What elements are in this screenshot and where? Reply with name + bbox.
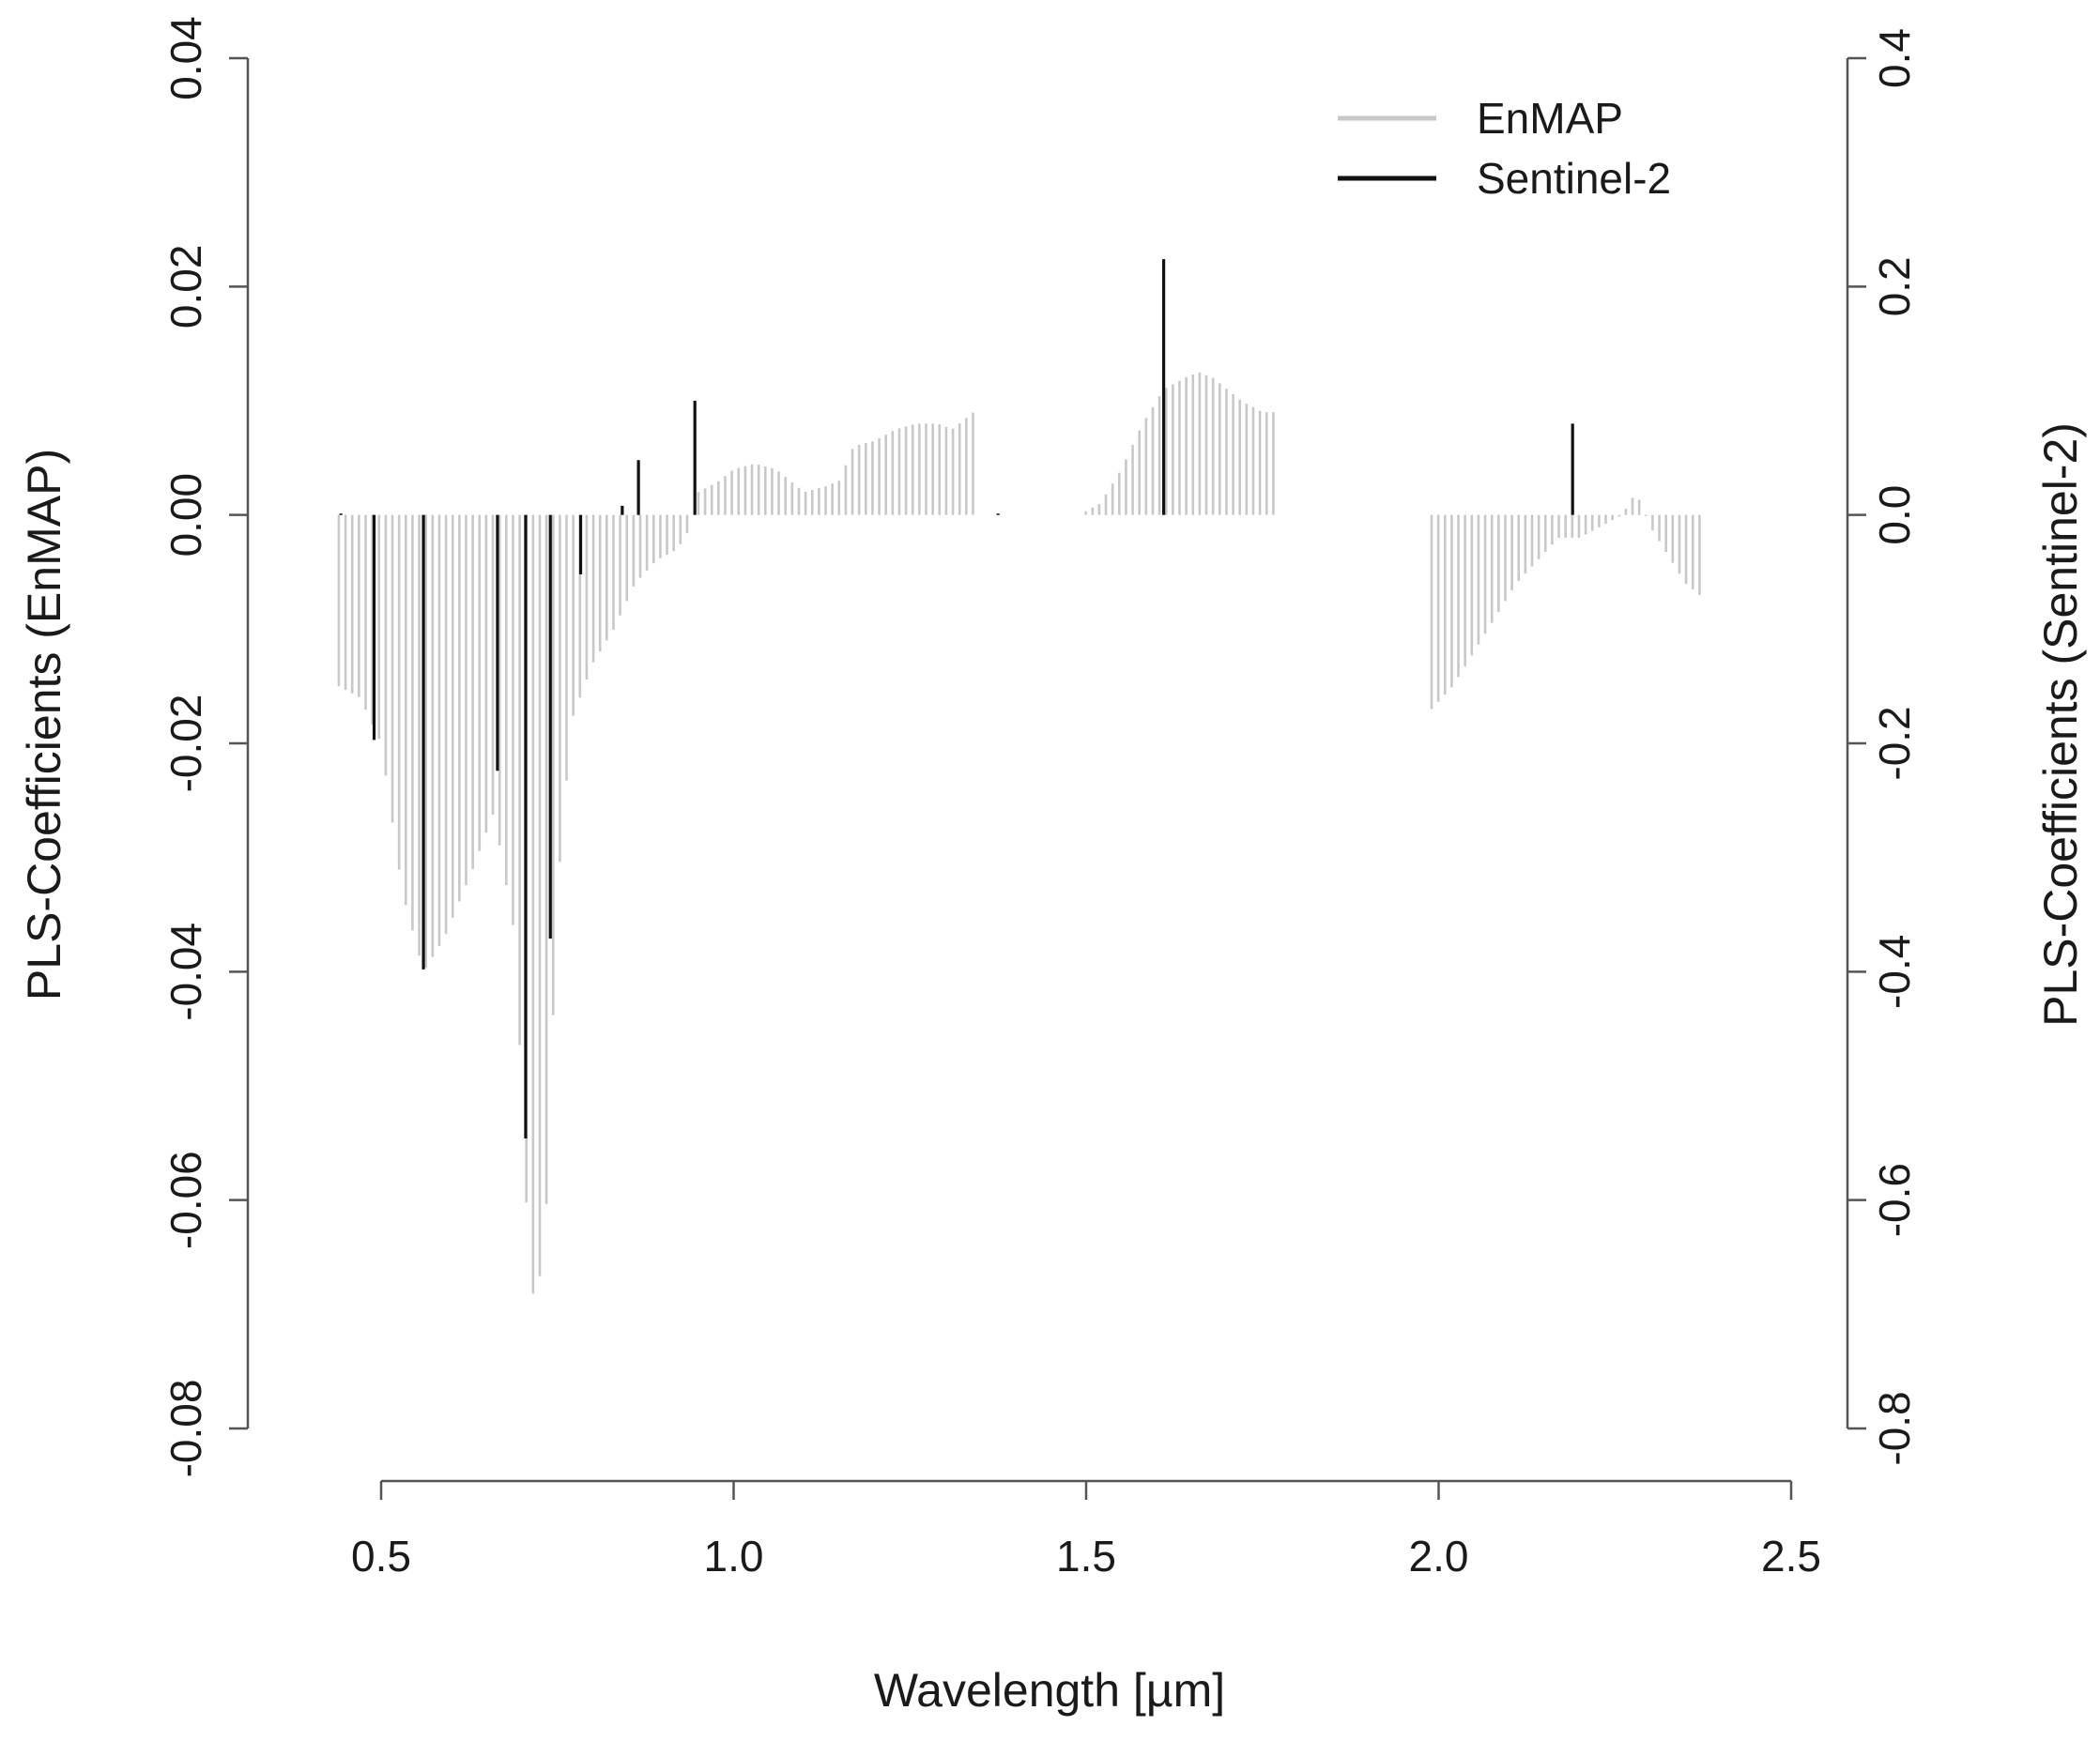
left-y-axis-title: PLS-Coefficients (EnMAP) xyxy=(18,449,70,1000)
x-tick-label: 0.5 xyxy=(351,1532,411,1581)
legend: EnMAP Sentinel-2 xyxy=(1338,94,1671,203)
sentinel2-series xyxy=(341,259,1572,1138)
left-tick-label: 0.04 xyxy=(161,16,210,100)
right-tick-label: -0.6 xyxy=(1870,1163,1919,1237)
left-tick-label: -0.02 xyxy=(161,695,210,793)
left-tick-label: 0.00 xyxy=(161,473,210,557)
x-tick-label: 2.5 xyxy=(1761,1532,1821,1581)
x-axis-title: Wavelength [µm] xyxy=(874,1664,1225,1717)
right-tick-label: 0.4 xyxy=(1870,28,1919,88)
right-tick-label: -0.2 xyxy=(1870,706,1919,780)
right-tick-label: -0.8 xyxy=(1870,1391,1919,1465)
left-y-axis: 0.04 0.02 0.00 -0.02 -0.04 -0.06 -0.08 xyxy=(161,16,248,1477)
right-y-axis: 0.4 0.2 0.0 -0.2 -0.4 -0.6 -0.8 xyxy=(1847,28,1919,1466)
x-tick-label: 1.0 xyxy=(704,1532,764,1581)
left-tick-label: -0.06 xyxy=(161,1151,210,1249)
right-tick-label: 0.0 xyxy=(1870,485,1919,545)
left-tick-label: -0.08 xyxy=(161,1380,210,1478)
x-tick-label: 1.5 xyxy=(1056,1532,1116,1581)
legend-label-sentinel2: Sentinel-2 xyxy=(1477,154,1671,203)
right-y-axis-title: PLS-Coefficients (Sentinel-2) xyxy=(2034,422,2087,1027)
legend-label-enmap: EnMAP xyxy=(1477,94,1623,143)
right-tick-label: 0.2 xyxy=(1870,256,1919,316)
x-tick-label: 2.0 xyxy=(1409,1532,1469,1581)
enmap-series xyxy=(339,373,1699,1294)
left-tick-label: -0.04 xyxy=(161,923,210,1021)
right-tick-label: -0.4 xyxy=(1870,935,1919,1009)
x-axis: 0.5 1.0 1.5 2.0 2.5 xyxy=(351,1481,1821,1581)
left-tick-label: 0.02 xyxy=(161,245,210,329)
